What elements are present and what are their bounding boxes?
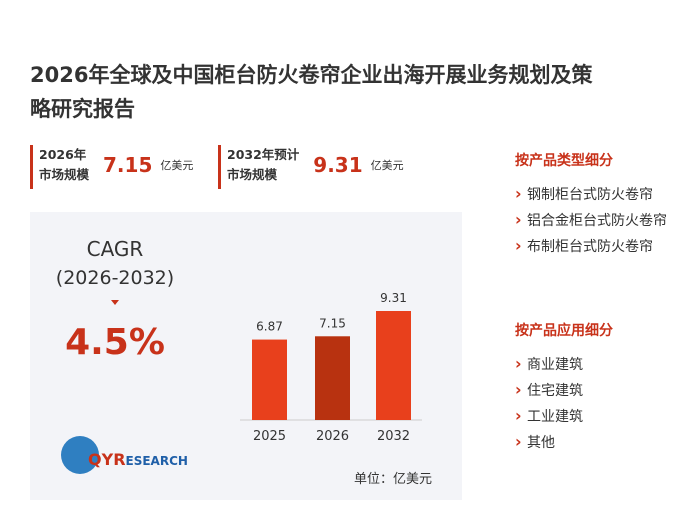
logo-suffix: ESEARCH <box>126 454 188 468</box>
stat-box: 2032年预计 市场规模 9.31 亿美元 <box>218 145 404 189</box>
stat-unit: 亿美元 <box>370 159 404 172</box>
segment-list: 商业建筑住宅建筑工业建筑其他 <box>515 353 690 454</box>
segment-item: 商业建筑 <box>515 353 667 376</box>
segment-item: 铝合金柜台式防火卷帘 <box>515 209 667 232</box>
segment-item: 钢制柜台式防火卷帘 <box>515 183 667 206</box>
cagr-label: CAGR <box>87 237 144 261</box>
chart: CAGR (2026-2032) 4.5% 单位：亿美元 QYRESEARCH … <box>56 237 432 487</box>
stat-label: 2026年市场规模 <box>39 145 89 185</box>
cagr-value: 4.5% <box>65 322 165 363</box>
stat-label-line: 市场规模 <box>39 167 90 182</box>
segment-title: 按产品应用细分 <box>515 323 613 339</box>
x-tick-label: 2032 <box>377 429 410 444</box>
x-tick-label: 2025 <box>253 429 286 444</box>
value-label: 6.87 <box>256 320 283 334</box>
stat-label-line: 2032年预计 <box>227 147 300 162</box>
stat-unit: 亿美元 <box>160 159 194 172</box>
arrow <box>111 300 119 305</box>
bar <box>252 339 287 420</box>
title-line: 2026年全球及中国柜台防火卷帘企业出海开展业务规划及策 <box>30 63 593 87</box>
stat-value: 7.15 <box>103 153 153 177</box>
segment-title: 按产品类型细分 <box>515 153 613 169</box>
value-label: 7.15 <box>319 316 346 330</box>
segment-list: 钢制柜台式防火卷帘铝合金柜台式防火卷帘布制柜台式防火卷帘 <box>515 183 690 258</box>
stat-label: 2032年预计 市场规模 <box>227 145 299 185</box>
stat-label-line: 市场规模 <box>227 167 278 182</box>
stat-label-line: 2026年 <box>39 147 87 162</box>
segment: 按产品类型细分 钢制柜台式防火卷帘铝合金柜台式防火卷帘布制柜台式防火卷帘 <box>515 150 690 262</box>
segment-item: 其他 <box>515 431 667 454</box>
logo-prefix: QYR <box>88 450 126 469</box>
stat-value: 9.31 <box>313 153 363 177</box>
title: 2026年全球及中国柜台防火卷帘企业出海开展业务规划及策 略研究报告 <box>30 58 592 126</box>
segment-item: 布制柜台式防火卷帘 <box>515 235 667 258</box>
title-line: 略研究报告 <box>30 97 135 121</box>
stat-box: 2026年市场规模 7.15 亿美元 <box>30 145 193 189</box>
unit-label: 单位：亿美元 <box>354 472 432 487</box>
bar <box>376 311 411 420</box>
logo-globe <box>61 436 99 474</box>
cagr-period: (2026-2032) <box>56 267 174 289</box>
x-tick-label: 2026 <box>316 429 349 444</box>
bar <box>315 336 350 420</box>
segment: 按产品应用细分 商业建筑住宅建筑工业建筑其他 <box>515 320 690 458</box>
segment-item: 工业建筑 <box>515 405 667 428</box>
logo-text: QYRESEARCH <box>88 450 188 469</box>
value-label: 9.31 <box>380 291 407 305</box>
segment-item: 住宅建筑 <box>515 379 667 402</box>
